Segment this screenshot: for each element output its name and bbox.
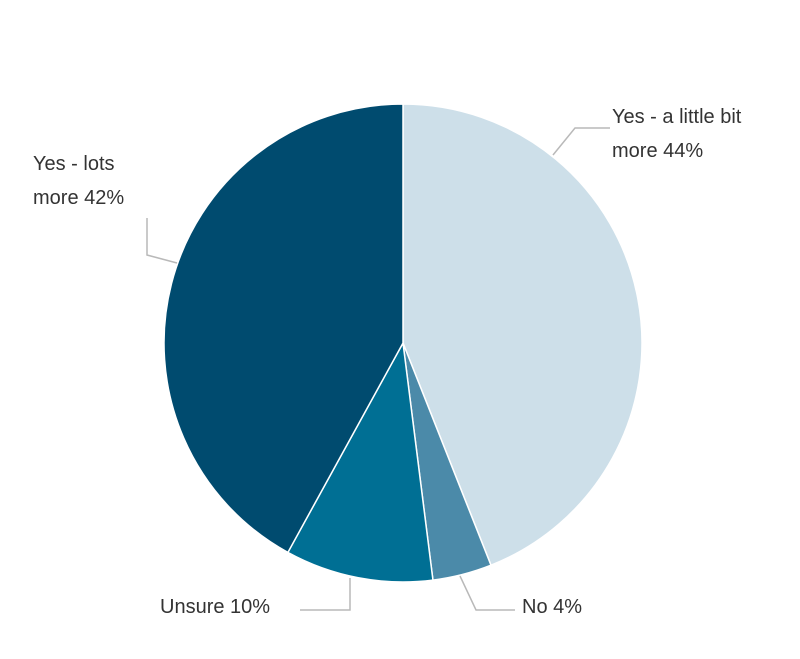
slice-label: No 4% bbox=[522, 590, 642, 624]
category-label: Yes - lots more bbox=[33, 153, 115, 209]
value-label: 42% bbox=[84, 187, 125, 209]
leader-line bbox=[552, 127, 610, 156]
category-label: Unsure bbox=[160, 596, 225, 618]
category-label: No bbox=[522, 596, 548, 618]
leader-line bbox=[459, 575, 515, 611]
pie-slice bbox=[163, 103, 404, 554]
slice-label: Unsure 10% bbox=[160, 590, 300, 624]
pie-slice bbox=[286, 340, 434, 583]
leader-line bbox=[146, 218, 178, 264]
value-label: 44% bbox=[663, 140, 704, 162]
category-label: Yes - a little bit more bbox=[612, 106, 742, 162]
value-label: 4% bbox=[553, 596, 583, 618]
pie-slice bbox=[402, 103, 643, 567]
leader-line bbox=[300, 578, 351, 611]
value-label: 10% bbox=[230, 596, 271, 618]
slice-label: Yes - a little bit more 44% bbox=[612, 100, 757, 168]
pie bbox=[163, 103, 643, 583]
slice-label: Yes - lots more 42% bbox=[33, 147, 151, 215]
leader-lines bbox=[146, 127, 610, 611]
